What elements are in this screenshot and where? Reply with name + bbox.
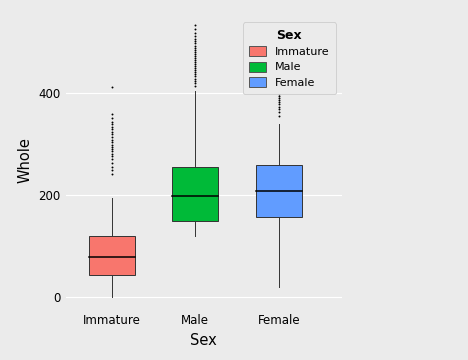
Bar [256,165,302,217]
Bar [172,167,218,221]
Y-axis label: Whole: Whole [18,137,33,183]
Bar [88,235,135,275]
Legend: Immature, Male, Female: Immature, Male, Female [242,22,336,94]
X-axis label: Sex: Sex [190,333,217,348]
